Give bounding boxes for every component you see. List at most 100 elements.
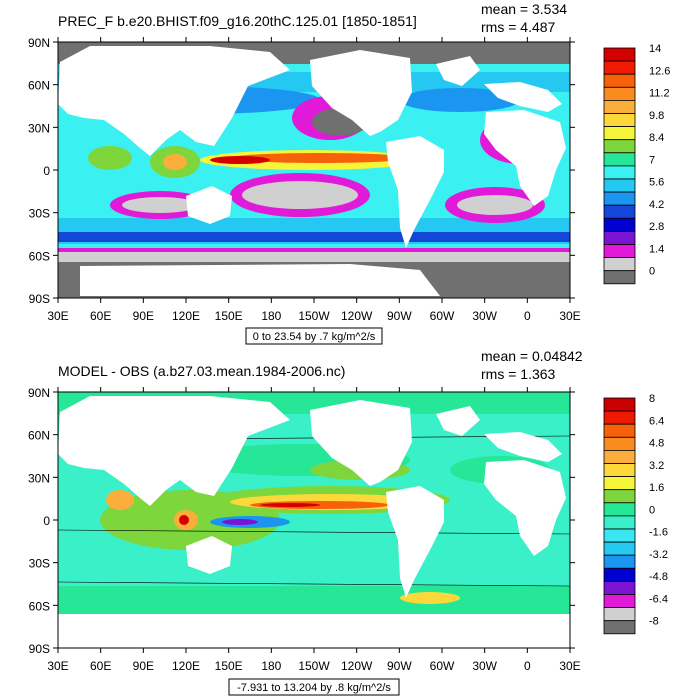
colorbar-box [603,230,636,245]
colorbar-label: 1.6 [649,482,664,494]
map-field [58,392,570,648]
colorbar-label: 0 [649,266,655,278]
lat-label: 30S [29,557,50,571]
lon-label: 30W [472,659,497,673]
lon-label: 90E [133,659,154,673]
lon-label: 30W [472,309,497,323]
colorbar-box [603,541,636,556]
colorbar: 14 12.6 11.2 9.8 8.4 7 5.6 4.2 2.8 1.4 0 [603,43,670,285]
mean-label: mean = 0.04842 [481,348,583,364]
land-mask [58,396,566,598]
colorbar-label: 7 [649,154,655,166]
colorbar-box [603,60,636,75]
colorbar-label: 8 [649,393,655,405]
colorbar-box [603,489,636,504]
colorbar-label: -8 [649,616,659,628]
colorbar-box [603,594,636,609]
colorbar-label: -1.6 [649,527,668,539]
lon-label: 150W [298,309,330,323]
colorbar-box [603,73,636,88]
lon-label: 150E [215,659,243,673]
lon-label: 120E [172,309,200,323]
colorbar-box [603,86,636,101]
lat-label: 90S [29,292,50,306]
colorbar-box [603,244,636,259]
lon-label: 90W [387,309,412,323]
lon-label: 30E [47,659,68,673]
colorbar: 8 6.4 4.8 3.2 1.6 0 -1.6 -3.2 -4.8 -6.4 -8 [603,393,668,635]
lat-label: 60N [28,79,50,93]
colorbar-box [603,397,636,412]
map-axes: 90N 60N 30N 0 30S 60S 90S 30E 60E 90E 120E 150E 180 1… [28,386,581,673]
lon-label: 150W [298,659,330,673]
colorbar-box [603,139,636,154]
colorbar-label: -3.2 [649,549,668,561]
lat-label: 60N [28,429,50,443]
colorbar-label: 14 [649,43,661,55]
lat-label: 90N [28,386,50,400]
lon-label: 0 [524,659,531,673]
rms-label: rms = 4.487 [481,19,556,35]
mean-label: mean = 3.534 [481,1,567,17]
colorbar-box [603,436,636,451]
bias-panel: MODEL - OBS (a.b27.03.mean.1984-2006.nc)… [28,348,668,696]
colorbar-box [603,463,636,478]
colorbar-label: 4.8 [649,438,664,450]
lon-label: 120W [341,659,373,673]
colorbar-label: 3.2 [649,460,664,472]
lon-label: 90W [387,659,412,673]
lon-label: 120E [172,659,200,673]
colorbar-box [603,152,636,167]
colorbar-box [603,257,636,272]
lat-label: 0 [43,514,50,528]
precip-panel: PREC_F b.e20.BHIST.f09_g16.20thC.125.01 … [28,1,670,345]
lon-label: 30E [559,309,580,323]
colorbar-label: 5.6 [649,177,664,189]
colorbar-box [603,217,636,232]
lon-label: 0 [524,309,531,323]
rms-label: rms = 1.363 [481,366,556,382]
lon-label: 120W [341,309,373,323]
lon-label: 180 [261,309,281,323]
colorbar-label: 8.4 [649,132,664,144]
panel-title: PREC_F b.e20.BHIST.f09_g16.20thC.125.01 … [58,13,417,29]
colorbar-box [603,191,636,206]
colorbar-box [603,270,636,285]
lon-label: 60W [430,309,455,323]
colorbar-label: 11.2 [649,88,670,100]
panel-title: MODEL - OBS (a.b27.03.mean.1984-2006.nc) [58,363,345,379]
colorbar-box [603,113,636,128]
lon-label: 30E [559,659,580,673]
lat-label: 90N [28,36,50,50]
lat-label: 60S [29,249,50,263]
colorbar-box [603,410,636,425]
range-label: -7.931 to 13.204 by .8 kg/m^2/s [237,682,391,694]
map-field [58,42,570,298]
colorbar-box [603,607,636,622]
range-box [228,678,400,696]
lon-label: 150E [215,309,243,323]
colorbar-label: -6.4 [649,593,668,605]
colorbar-box [603,502,636,517]
range-box [245,327,383,345]
colorbar-box [603,100,636,114]
colorbar-box [603,165,636,180]
colorbar-label: 4.2 [649,199,664,211]
lon-label: 60E [90,309,111,323]
colorbar-box [603,178,636,193]
lat-label: 0 [43,164,50,178]
lat-label: 60S [29,599,50,613]
colorbar-box [603,204,636,219]
colorbar-box [603,126,636,141]
lat-label: 90S [29,642,50,656]
colorbar-box [603,554,636,569]
colorbar-box [603,449,636,464]
colorbar-box [603,620,636,635]
colorbar-box [603,528,636,543]
colorbar-label: 6.4 [649,415,664,427]
colorbar-box [603,515,636,530]
colorbar-label: -4.8 [649,571,668,583]
map-axes: 90N 60N 30N 0 30S 60S 90S 30E 60E 90E 120E 150E 180 1… [28,36,581,323]
colorbar-box [603,581,636,595]
